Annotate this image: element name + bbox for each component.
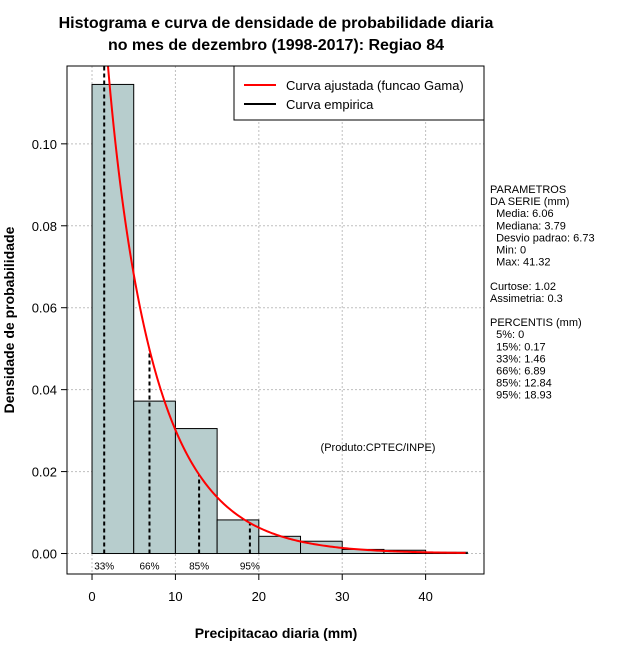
- parameter-line: Mediana: 3.79: [490, 220, 566, 232]
- histogram-bar: [91, 83, 135, 555]
- parameter-line: PARAMETROS: [490, 184, 566, 196]
- x-tick-label: 20: [252, 589, 266, 604]
- histogram-bar: [133, 400, 176, 555]
- parameter-line: 95%: 18.93: [490, 390, 552, 402]
- y-tick-label: 0.10: [32, 137, 57, 152]
- parameter-line: Assimetria: 0.3: [490, 293, 563, 305]
- histogram-bar: [258, 535, 302, 555]
- chart-title-line2: no mes de dezembro (1998-2017): Regiao 8…: [108, 37, 444, 54]
- x-tick-label: 10: [168, 589, 182, 604]
- x-tick-label: 30: [335, 589, 349, 604]
- parameter-line: DA SERIE (mm): [490, 196, 569, 208]
- parameter-line: Curtose: 1.02: [490, 281, 556, 293]
- parameter-line: 85%: 12.84: [490, 378, 552, 390]
- percentile-label: 33%: [94, 562, 114, 573]
- curve-layer: [106, 66, 466, 554]
- percentile-label: 66%: [139, 562, 159, 573]
- y-tick-label: 0.02: [32, 465, 57, 480]
- y-tick-label: 0.04: [32, 383, 57, 398]
- parameter-line: 15%: 0.17: [490, 341, 546, 353]
- source-annotation: (Produto:CPTEC/INPE): [321, 442, 436, 454]
- parameter-line: 5%: 0: [490, 329, 524, 341]
- percentile-lines: 33% 66% 85% 95%: [94, 66, 260, 573]
- chart-title-line1: Histograma e curva de densidade de proba…: [59, 15, 494, 32]
- parameter-line: Media: 6.06: [490, 208, 554, 220]
- y-tick-label: 0.00: [32, 547, 57, 562]
- legend-label-empirical: Curva empirica: [286, 97, 374, 112]
- parameter-line: Min: 0: [490, 245, 526, 257]
- legend: Curva ajustada (funcao Gama) Curva empir…: [233, 65, 485, 121]
- y-tick-label: 0.06: [32, 301, 57, 316]
- parameter-line: Max: 41.32: [490, 257, 551, 269]
- legend-label-fit: Curva ajustada (funcao Gama): [286, 78, 464, 93]
- legend-box: [233, 65, 485, 121]
- bars-layer: [91, 83, 468, 555]
- y-axis-title: Densidade de probabilidade: [1, 226, 17, 413]
- parameter-line: PERCENTIS (mm): [490, 317, 582, 329]
- x-tick-label: 0: [88, 589, 95, 604]
- fitted-gamma-curve: [106, 66, 466, 554]
- parameter-line: 33%: 1.46: [490, 353, 546, 365]
- parameter-line: Desvio padrao: 6.73: [490, 232, 595, 244]
- histogram-bar: [174, 428, 218, 555]
- parameter-line: 66%: 6.89: [490, 366, 546, 378]
- histogram-bar: [216, 519, 260, 555]
- y-tick-label: 0.08: [32, 219, 57, 234]
- x-tick-label: 40: [418, 589, 432, 604]
- percentile-label: 85%: [189, 562, 209, 573]
- percentile-label: 95%: [240, 562, 260, 573]
- x-axis-title: Precipitacao diaria (mm): [195, 625, 358, 641]
